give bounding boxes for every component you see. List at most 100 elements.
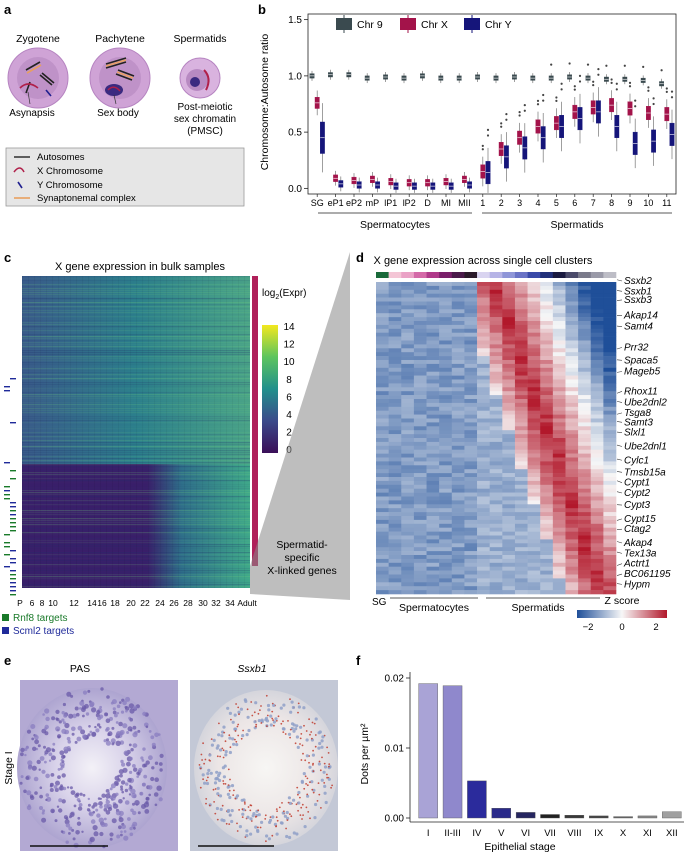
- box-chrx-eP1: [333, 170, 338, 186]
- ssxb1-title: Ssxb1: [237, 663, 266, 675]
- cluster-swatch: [552, 272, 566, 278]
- gene-label: Actrt1: [623, 559, 650, 570]
- box-chry-eP1: [338, 176, 344, 192]
- box-plot: 0.0 0.5 1.0 1.5 SG eP1 eP2 mP lP1 lP2 D MI MII 1 2 3 4 5 6…: [288, 13, 677, 208]
- box-chrx-4: [535, 99, 541, 142]
- box-chry-4: [540, 93, 546, 163]
- cluster-swatch: [565, 272, 579, 278]
- cluster-swatch: [388, 272, 402, 278]
- box-chr9-D: [420, 70, 425, 81]
- bar-ylabel: Dots per µm²: [359, 723, 371, 784]
- box-chr9-6: [567, 62, 573, 82]
- panel-a: a Zygotene Pachytene Spermatids Asynapsi…: [4, 2, 245, 207]
- bar-xtick: IV: [472, 828, 482, 839]
- pas-nuclei: [19, 687, 164, 849]
- panel-b-letter: b: [258, 2, 266, 17]
- box-xtick: lP1: [384, 198, 397, 208]
- pmsc-spot: [190, 77, 200, 87]
- bar-xlabel: Epithelial stage: [484, 841, 555, 853]
- bar-VIII: [564, 815, 585, 819]
- box-chrx-5: [554, 96, 559, 138]
- bulk-xtick: Adult: [237, 598, 257, 608]
- box-chrx-MII: [462, 171, 467, 187]
- cluster-swatch: [477, 272, 490, 278]
- bulk-heatmap-lower: [22, 464, 250, 588]
- box-xtick: 4: [535, 198, 540, 208]
- cluster-swatch: [401, 272, 415, 278]
- gene-label: Tsga8: [624, 408, 651, 419]
- box-chry-9: [632, 99, 638, 169]
- bar-xtick: VI: [521, 828, 530, 839]
- colorbar: [262, 325, 278, 453]
- box-xtick: MII: [458, 198, 471, 208]
- bulk-heatmap-title: X gene expression in bulk samples: [55, 261, 225, 273]
- cluster-swatch: [590, 272, 604, 278]
- cluster-swatch: [514, 272, 528, 278]
- pas-title: PAS: [70, 663, 90, 675]
- box-chr9-11: [659, 69, 665, 89]
- note-asynapsis: Asynapsis: [9, 108, 55, 119]
- bar-xtick: I: [427, 828, 430, 839]
- rna-dots: [198, 694, 333, 843]
- box-chrx-3: [517, 111, 523, 153]
- box-chr9-lP1: [383, 72, 388, 82]
- bulk-xtick: 34: [225, 598, 235, 608]
- bar-chart: 0.00 0.01 0.02 I II-III IV V VI VII VIII IX X XI XII: [385, 672, 684, 839]
- box-xtick: 1: [480, 198, 485, 208]
- box-legend: Chr 9 Chr X Chr Y: [336, 15, 512, 33]
- gene-label: Cylc1: [624, 455, 649, 466]
- box-chr9-1: [475, 72, 480, 82]
- cluster-swatch: [376, 272, 389, 278]
- cell-label-pachytene: Pachytene: [95, 33, 145, 45]
- box-xtick: 8: [609, 198, 614, 208]
- gene-label: Cypt15: [624, 514, 656, 525]
- bar-V: [491, 808, 511, 819]
- box-chry-MII: [467, 177, 472, 193]
- bulk-xtick: 30: [198, 598, 208, 608]
- box-ytick: 1.5: [288, 15, 302, 26]
- box-chrx-9: [627, 81, 633, 124]
- box-chry-8: [614, 82, 620, 152]
- bar-IX: [589, 815, 609, 819]
- box-xtick: 11: [662, 198, 671, 208]
- bar-ytick: 0.02: [385, 674, 405, 685]
- group-label-spermatocytes: Spermatocytes: [360, 219, 430, 231]
- legend-label: Chr Y: [485, 19, 512, 31]
- gene-label: Ssxb1: [624, 286, 652, 297]
- legend-rnf8: Rnf8 targets: [13, 613, 67, 624]
- cluster-swatch: [426, 272, 440, 278]
- gene-label: Spaca5: [624, 355, 658, 366]
- legend-scml2: Scml2 targets: [13, 626, 74, 637]
- colorbar-tick: 10: [283, 357, 295, 368]
- box-chry-2: [504, 113, 509, 182]
- ssxb1-tubule: [194, 690, 338, 846]
- box-xtick: 7: [591, 198, 596, 208]
- box-chry-lP1: [393, 178, 399, 193]
- cluster-swatch: [502, 272, 516, 278]
- bar-xtick: X: [620, 828, 627, 839]
- box-xtick: D: [424, 198, 431, 208]
- box-ylabel: Chromosome:Autosome ratio: [259, 34, 271, 171]
- panel-b: b Chromosome:Autosome ratio 0.0 0.5 1.0 1.5…: [258, 2, 677, 231]
- gene-label: Cypt2: [624, 488, 651, 499]
- note-sex-chromatin: sex chromatin: [174, 114, 236, 125]
- cell-label-zygotene: Zygotene: [16, 33, 60, 45]
- box-xtick: 6: [572, 198, 577, 208]
- annotation-line3: X-linked genes: [267, 565, 336, 577]
- bulk-xtick: 28: [183, 598, 193, 608]
- box-chrx-eP2: [351, 173, 357, 188]
- zygotene-chromosomes: [19, 61, 55, 97]
- gene-label: Ssxb3: [624, 295, 652, 306]
- box-chrx-10: [646, 86, 651, 128]
- box-chry-D: [430, 178, 436, 193]
- bulk-xtick: 16: [97, 598, 107, 608]
- bar-xtick: XII: [666, 828, 678, 839]
- box-chr9-eP1: [328, 69, 333, 80]
- pachytene-chromosomes: [105, 57, 135, 81]
- bulk-xtick: P: [17, 598, 23, 608]
- cluster-swatch: [578, 272, 592, 278]
- bulk-xtick: 14: [87, 598, 97, 608]
- single-cell-heatmap: [376, 282, 617, 595]
- annotation-line2: specific: [284, 552, 319, 564]
- box-chrx-8: [609, 78, 615, 120]
